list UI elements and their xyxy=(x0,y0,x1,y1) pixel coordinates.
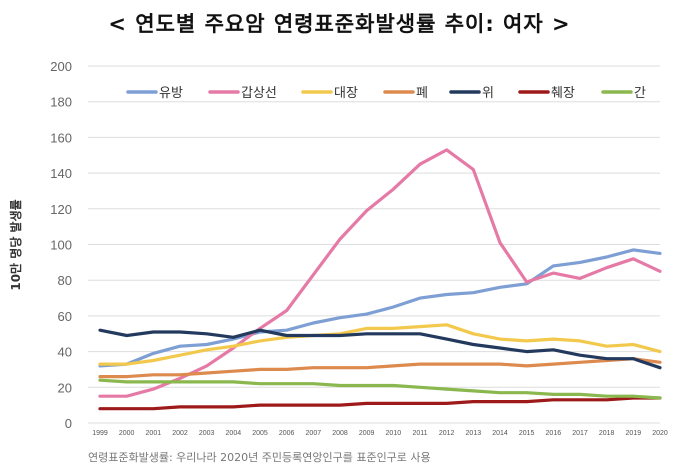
y-tick-label: 80 xyxy=(58,273,72,288)
x-tick-label: 2007 xyxy=(306,430,322,437)
legend-label: 위 xyxy=(482,86,494,101)
series-line-유방 xyxy=(98,248,662,368)
x-tick-label: 2017 xyxy=(572,430,588,437)
series-line-갑상선 xyxy=(98,148,662,398)
x-tick-label: 1999 xyxy=(92,430,108,437)
x-tick-label: 2010 xyxy=(386,430,402,437)
y-tick-label: 120 xyxy=(50,202,72,217)
legend-label: 유방 xyxy=(159,86,183,101)
y-tick-label: 140 xyxy=(50,166,72,181)
x-tick-label: 2015 xyxy=(519,430,535,437)
x-tick-label: 2013 xyxy=(466,430,482,437)
x-tick-label: 2011 xyxy=(412,430,427,437)
y-tick-label: 60 xyxy=(58,309,72,324)
x-tick-label: 2014 xyxy=(492,430,508,437)
y-axis-ticks: 0 20 40 60 80 100 120 140 160 180 200 xyxy=(50,59,72,431)
y-tick-label: 180 xyxy=(50,95,72,110)
legend-label: 췌장 xyxy=(551,86,575,101)
x-tick-label: 2018 xyxy=(599,430,615,437)
series-line-췌장 xyxy=(98,396,662,411)
series-line-폐 xyxy=(98,357,662,379)
x-tick-label: 2004 xyxy=(226,430,242,437)
x-tick-label: 2012 xyxy=(439,430,455,437)
x-tick-label: 2020 xyxy=(652,430,668,437)
x-tick-label: 2003 xyxy=(199,430,215,437)
chart-title: < 연도별 주요암 연령표준화발생률 추이: 여자 > xyxy=(108,12,571,36)
x-tick-label: 2006 xyxy=(279,430,295,437)
y-tick-label: 40 xyxy=(58,345,72,360)
series-line-위 xyxy=(98,328,662,370)
y-tick-label: 160 xyxy=(50,130,72,145)
x-tick-label: 2005 xyxy=(252,430,268,437)
x-tick-label: 2016 xyxy=(546,430,562,437)
grid-lines xyxy=(88,65,660,424)
x-tick-label: 2019 xyxy=(626,430,642,437)
x-tick-label: 2009 xyxy=(359,430,375,437)
legend-label: 폐 xyxy=(416,86,428,101)
series-lines xyxy=(98,148,662,411)
x-tick-label: 2001 xyxy=(146,430,162,437)
legend-label: 갑상선 xyxy=(241,86,277,101)
y-tick-label: 0 xyxy=(65,416,72,431)
y-tick-label: 20 xyxy=(58,380,72,395)
y-axis-label: 10만 명당 발생률 xyxy=(8,199,23,290)
x-axis-ticks: 1999 2000 2001 2002 2003 2004 2005 2006 2007 2008… xyxy=(92,430,668,437)
legend-label: 대장 xyxy=(334,86,358,101)
series-line-대장 xyxy=(98,323,662,366)
legend-label: 간 xyxy=(634,86,646,101)
y-tick-label: 200 xyxy=(50,59,72,74)
series-line-간 xyxy=(98,378,662,400)
source-note: 연령표준화발생률: 우리나라 2020년 주민등록연앙인구를 표준인구로 사용 xyxy=(88,451,431,464)
legend: 유방 갑상선 대장 폐 위 췌장 간 xyxy=(126,86,646,101)
y-tick-label: 100 xyxy=(50,238,72,253)
x-tick-label: 2000 xyxy=(119,430,135,437)
x-tick-label: 2002 xyxy=(172,430,188,437)
x-tick-label: 2008 xyxy=(332,430,348,437)
